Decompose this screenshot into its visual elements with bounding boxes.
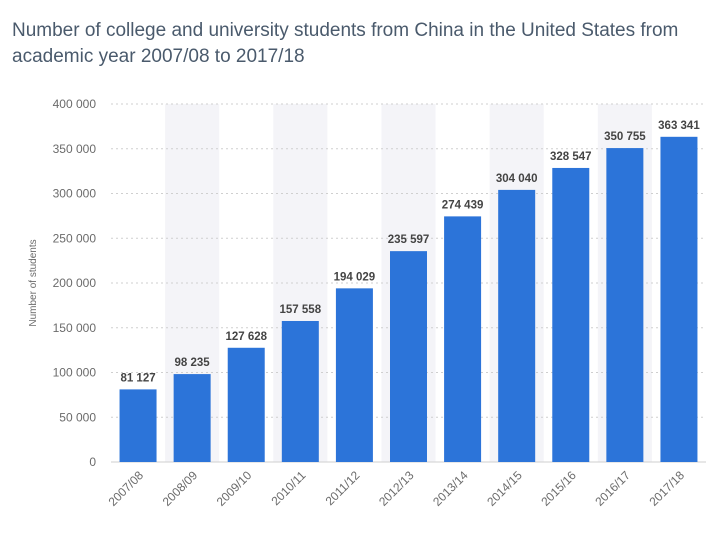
data-labels: 81 127 98 235 127 628 157 558 194 029 235 597… (120, 120, 700, 385)
data-label: 127 628 (225, 331, 267, 343)
y-tick-label: 150 000 (53, 321, 97, 335)
y-tick-label: 100 000 (53, 366, 97, 380)
bar (444, 216, 482, 462)
x-tick-label: 2009/10 (214, 468, 255, 509)
data-label: 81 127 (120, 372, 155, 384)
x-tick-label: 2013/14 (430, 468, 471, 509)
y-tick-label: 300 000 (53, 187, 97, 201)
bar (173, 374, 211, 462)
x-tick-label: 2007/08 (106, 468, 147, 509)
x-tick-label: 2015/16 (538, 468, 579, 509)
bar (119, 389, 157, 462)
y-tick-label: 400 000 (53, 97, 97, 111)
y-axis-ticks: 0 50 000 100 000 150 000 200 000 250 000 300 0… (53, 97, 97, 469)
y-axis-title: Number of students (28, 239, 39, 326)
x-tick-label: 2011/12 (323, 468, 363, 508)
y-tick-label: 250 000 (53, 231, 97, 245)
data-label: 157 558 (280, 304, 322, 316)
data-label: 194 029 (334, 271, 376, 283)
data-label: 98 235 (175, 357, 211, 369)
bar (606, 148, 644, 462)
data-label: 274 439 (442, 199, 484, 211)
data-label: 350 755 (604, 131, 646, 143)
bar (227, 347, 265, 462)
x-tick-label: 2008/09 (160, 468, 201, 509)
x-tick-label: 2016/17 (592, 468, 633, 509)
data-label: 363 341 (658, 120, 700, 132)
x-tick-label: 2014/15 (484, 468, 525, 509)
x-tick-label: 2017/18 (646, 468, 687, 509)
chart-title: Number of college and university student… (12, 20, 679, 67)
bar (281, 320, 319, 462)
y-tick-label: 0 (89, 455, 96, 469)
bar (552, 167, 590, 462)
x-tick-label: 2010/11 (268, 468, 308, 508)
bar (498, 189, 536, 462)
data-label: 235 597 (388, 234, 430, 246)
y-tick-label: 350 000 (53, 142, 97, 156)
bars (119, 136, 698, 462)
y-tick-label: 200 000 (53, 276, 97, 290)
x-axis-ticks: 2007/08 2008/09 2009/10 2010/11 2011/12 2012/… (106, 468, 688, 509)
bar (660, 136, 698, 462)
bar (335, 288, 373, 462)
y-tick-label: 50 000 (59, 410, 96, 424)
bar (390, 251, 427, 462)
data-label: 304 040 (496, 173, 538, 185)
data-label: 328 547 (550, 151, 592, 163)
x-tick-label: 2012/13 (376, 468, 417, 509)
